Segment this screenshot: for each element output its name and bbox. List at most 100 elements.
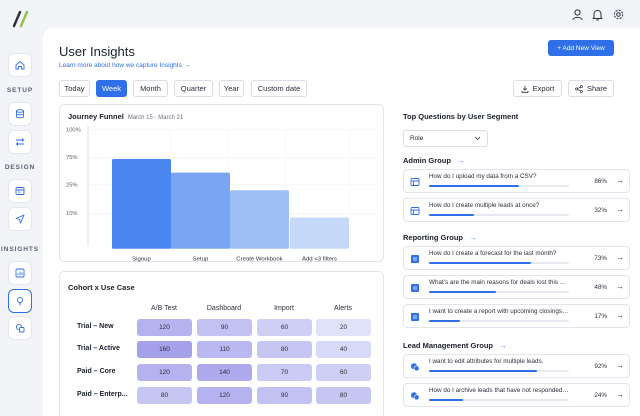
app-logo[interactable] (12, 10, 30, 28)
question-group-title[interactable]: Admin Group → (403, 156, 464, 165)
arrow-right-icon[interactable]: → (616, 390, 624, 399)
question-progress-fill (429, 370, 537, 372)
question-group-title[interactable]: Lead Management Group → (403, 341, 507, 350)
send-icon (15, 214, 25, 224)
cohort-column-header: Import (274, 305, 294, 312)
question-progress-track (429, 370, 569, 372)
question-card[interactable]: How do I archive leads that have not res… (403, 383, 630, 407)
cohort-card: Cohort x Use Case A/B Test Dashboard Impor… (59, 271, 384, 416)
arrow-right-icon: → (499, 341, 507, 350)
funnel-bar (290, 217, 349, 249)
sync-arrows-icon (15, 138, 25, 146)
cohort-cell[interactable]: 70 (257, 364, 312, 381)
cohort-column-header: A/B Test (151, 305, 177, 312)
role-select-value: Role (410, 135, 424, 142)
questions-title: Top Questions by User Segment (403, 112, 519, 121)
nav-copy[interactable] (9, 317, 31, 339)
section-label-insights: INSIGHTS (1, 246, 39, 253)
learn-more-link[interactable]: Learn more about how we capture Insights… (59, 62, 191, 69)
funnel-bar (112, 158, 171, 249)
question-progress-fill (429, 214, 474, 216)
cohort-cell[interactable]: 140 (197, 364, 252, 381)
question-group-label: Reporting Group (403, 233, 463, 242)
cohort-row-label: Paid – Enterp... (77, 391, 128, 398)
question-card[interactable]: How do I create multiple leads at once? 3… (403, 198, 630, 222)
journey-funnel-card: Journey Funnel March 15 - March 21 100% 75… (59, 104, 384, 262)
nav-send[interactable] (9, 208, 31, 230)
nav-layout[interactable] (9, 180, 31, 202)
cohort-cell[interactable]: 40 (316, 341, 371, 358)
arrow-right-icon[interactable]: → (616, 361, 624, 370)
question-card[interactable]: How do I upload my data from a CSV? 86% → (403, 169, 630, 193)
nav-sync[interactable] (9, 131, 31, 153)
role-select[interactable]: Role (403, 130, 488, 147)
nav-home[interactable] (9, 54, 31, 76)
cohort-cell[interactable]: 160 (137, 341, 192, 358)
question-progress-track (429, 320, 569, 322)
range-tab-today[interactable]: Today (59, 80, 90, 97)
bell-icon[interactable] (591, 8, 604, 21)
cohort-cell[interactable]: 60 (316, 364, 371, 381)
question-progress-track (429, 214, 569, 216)
bulb-icon (16, 296, 24, 306)
cohort-cell[interactable]: 120 (197, 387, 252, 404)
add-new-view-button[interactable]: + Add New View (548, 40, 614, 56)
gear-icon[interactable] (612, 8, 625, 21)
question-card[interactable]: I want to edit attributes for multiple l… (403, 354, 630, 378)
layout-icon (15, 187, 25, 195)
nav-user-insights[interactable] (9, 290, 31, 312)
funnel-bar (230, 190, 289, 249)
cohort-row-label: Trial – Active (77, 345, 120, 352)
arrow-right-icon[interactable]: → (616, 282, 624, 291)
range-tab-month[interactable]: Month (133, 80, 168, 97)
question-percent: 73% (594, 255, 607, 262)
report-icon (411, 284, 419, 292)
cohort-cell[interactable]: 80 (316, 387, 371, 404)
question-text: How do I upload my data from a CSV? (429, 173, 537, 180)
x-tick-label: Setup (193, 257, 209, 263)
nav-database[interactable] (9, 103, 31, 125)
arrow-right-icon[interactable]: → (616, 311, 624, 320)
x-tick-label: Create Workbook (236, 257, 283, 263)
section-label-setup: SETUP (6, 87, 34, 94)
share-button[interactable]: Share (568, 80, 614, 97)
download-icon (521, 85, 529, 93)
range-tab-year[interactable]: Year (219, 80, 244, 97)
question-progress-fill (429, 291, 497, 293)
arrow-right-icon[interactable]: → (616, 176, 624, 185)
cohort-cell[interactable]: 60 (257, 319, 312, 336)
question-progress-fill (429, 262, 532, 264)
question-text: How do I archive leads that have not res… (429, 387, 569, 394)
cohort-cell[interactable]: 80 (137, 387, 192, 404)
cohort-cell[interactable]: 20 (316, 319, 371, 336)
user-icon[interactable] (571, 8, 584, 21)
question-text: How do I create multiple leads at once? (429, 202, 540, 209)
range-tab-quarter[interactable]: Quarter (174, 80, 213, 97)
range-tab-custom-date[interactable]: Custom date (251, 80, 307, 97)
export-button[interactable]: Export (513, 80, 562, 97)
cohort-cell[interactable]: 110 (197, 341, 252, 358)
cohort-cell[interactable]: 80 (257, 341, 312, 358)
page-title: User Insights (59, 44, 135, 59)
arrow-right-icon[interactable]: → (616, 205, 624, 214)
cohort-cell[interactable]: 90 (197, 319, 252, 336)
funnel-chart: 100% 75% 25% 10% Signup Setup Create Workbook A… (66, 126, 378, 263)
database-icon (16, 109, 24, 119)
question-text: I want to edit attributes for multiple l… (429, 358, 544, 365)
sidebar: SETUP DESIGN INSIGHTS (0, 0, 40, 416)
question-card[interactable]: What’s are the main reasons for deals lo… (403, 275, 630, 299)
range-tab-week[interactable]: Week (96, 80, 127, 97)
cohort-cell[interactable]: 120 (137, 364, 192, 381)
question-group-label: Admin Group (403, 156, 451, 165)
chat-icon (411, 363, 420, 372)
question-group-title[interactable]: Reporting Group → (403, 233, 477, 242)
question-card[interactable]: How do I create a forecast for the last … (403, 246, 630, 270)
arrow-right-icon[interactable]: → (616, 253, 624, 262)
insights-chart-icon (15, 268, 25, 278)
y-tick-label: 10% (66, 211, 78, 217)
cohort-cell[interactable]: 120 (137, 319, 192, 336)
nav-insights-chart[interactable] (9, 262, 31, 284)
cohort-cell[interactable]: 90 (257, 387, 312, 404)
funnel-bar (171, 172, 230, 249)
question-card[interactable]: I want to create a report with upcoming … (403, 304, 630, 328)
